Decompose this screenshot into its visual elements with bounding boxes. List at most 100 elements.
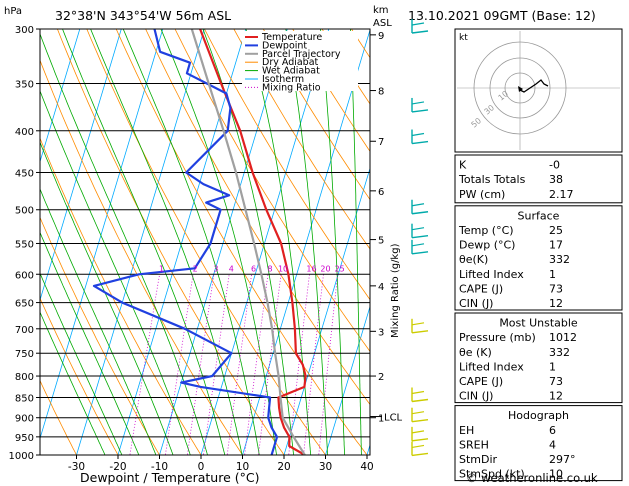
isotherm-line (40, 29, 122, 302)
most-unstable-value: 73 (549, 375, 563, 388)
series-line-dewpoint (92, 29, 279, 455)
hodograph-params-label: StmSpd (kt) (459, 468, 525, 481)
legend-label: Isotherm (262, 74, 304, 85)
mixing-ratio-label: 25 (335, 264, 345, 273)
surface-label: Dewp (°C) (459, 239, 515, 252)
series-line-parcel-trajectory (190, 29, 306, 455)
isotherm-line (40, 29, 164, 440)
wet-adiabat-line (160, 29, 277, 455)
wet-adiabat-line (202, 29, 295, 455)
temperature-tick-label: -20 (109, 461, 126, 473)
wind-barb-flag (411, 243, 425, 247)
hodograph-params-value: 6 (549, 424, 556, 437)
location-title: 32°38'N 343°54'W 56m ASL (55, 8, 231, 23)
wet-adiabat-line (245, 29, 312, 455)
x-axis-label: Dewpoint / Temperature (°C) (80, 470, 259, 485)
dry-adiabat-line (40, 216, 160, 455)
wind-barb-flag (411, 430, 425, 434)
most-unstable-box (454, 312, 623, 404)
wind-barb-shaft (411, 452, 429, 457)
height-tick-label: 4 (378, 282, 384, 293)
dry-adiabat-line (145, 29, 370, 406)
parameter-tables: K -0 Totals Totals 38 PW (cm) 2.17 Surface Temp… (454, 154, 623, 482)
legend-label: Parcel Trajectory (262, 49, 341, 60)
legend-label: Temperature (261, 32, 322, 43)
wind-barb-shaft (411, 251, 429, 255)
wind-barb-shaft (411, 398, 429, 403)
mixing-ratio-label: 2 (193, 264, 198, 273)
hodograph-params-value: 297° (549, 453, 576, 466)
surface-label: Lifted Index (459, 268, 524, 281)
indices-box (454, 154, 623, 204)
wind-barb-shaft (411, 140, 429, 145)
surface-label: CAPE (J) (459, 282, 503, 295)
hodograph-params-label: StmDir (459, 453, 498, 466)
wet-adiabat-line (90, 29, 243, 455)
most-unstable-label: Pressure (mb) (459, 331, 536, 344)
wind-barb-shaft (411, 234, 429, 239)
indices-label: K (459, 159, 467, 172)
pressure-tick-label: 1000 (9, 451, 34, 462)
mixing-ratio-line (129, 274, 160, 455)
surface-value: 17 (549, 239, 563, 252)
mixing-ratio-label: 20 (320, 264, 330, 273)
surface-value: 12 (549, 297, 563, 310)
wind-barb-flag (411, 444, 425, 449)
wind-barb-flag (411, 411, 425, 415)
temperature-tick-label: 0 (198, 461, 205, 473)
wind-barb-shaft (411, 419, 429, 423)
mixing-ratio-label: 1 (159, 264, 164, 273)
temperature-tick-label: -30 (68, 461, 85, 473)
mixing-ratio-line (226, 274, 252, 455)
hodograph-params-value: 10 (549, 468, 563, 481)
lcl-label: LCL (384, 413, 403, 424)
indices-value: 38 (549, 173, 563, 186)
wind-barb-flag (411, 132, 425, 137)
dry-adiabat-line (86, 29, 326, 455)
pressure-tick-label: 750 (15, 349, 34, 360)
pressure-tick-label: 400 (15, 127, 34, 138)
mixing-ratio-label: 10 (278, 264, 288, 273)
legend-label: Mixing Ratio (262, 82, 321, 93)
isotherm-line (283, 166, 370, 455)
mixing-ratio-axis-label: Mixing Ratio (g/kg) (390, 243, 401, 338)
dry-adiabat-line (40, 379, 77, 455)
dry-adiabat-line (115, 29, 368, 455)
wet-adiabat-line (40, 231, 140, 455)
wind-barb-shaft (411, 109, 429, 113)
surface-title: Surface (518, 209, 560, 222)
hodograph-trace (519, 79, 549, 93)
wind-barb-flag (411, 390, 425, 395)
height-tick-label: 9 (378, 31, 384, 42)
pressure-tick-label: 700 (15, 325, 34, 336)
plot-frame (39, 28, 371, 456)
wind-barb-flag (411, 322, 425, 326)
dry-adiabat-line (40, 297, 119, 455)
dry-adiabat-line (292, 29, 370, 153)
wet-adiabat-line (40, 32, 208, 455)
height-tick-label: 8 (378, 87, 384, 98)
most-unstable-value: 12 (549, 390, 563, 403)
wet-adiabat-line (349, 29, 362, 455)
wind-barb-flag (411, 227, 425, 231)
legend-background (242, 31, 358, 91)
wet-adiabat-line (62, 29, 226, 455)
surface-box (454, 205, 623, 311)
series-line-temperature (199, 29, 307, 455)
pressure-tick-label: 900 (15, 414, 34, 425)
wet-adiabat-line (40, 141, 174, 455)
wind-barb-shaft (411, 438, 429, 442)
hodograph-unit: kt (459, 33, 468, 43)
height-tick-label: 5 (378, 236, 384, 247)
hodograph-params-title: Hodograph (508, 409, 569, 422)
km-unit: km (373, 5, 389, 16)
height-axis: 9 8 7 6 5 4 3 2 1 LCL (370, 31, 403, 425)
most-unstable-value: 332 (549, 346, 570, 359)
surface-value: 73 (549, 282, 563, 295)
wet-adiabat-line (122, 29, 260, 455)
surface-value: 25 (549, 224, 563, 237)
dry-adiabat-line (233, 29, 370, 250)
legend-label: Dewpoint (262, 40, 307, 51)
